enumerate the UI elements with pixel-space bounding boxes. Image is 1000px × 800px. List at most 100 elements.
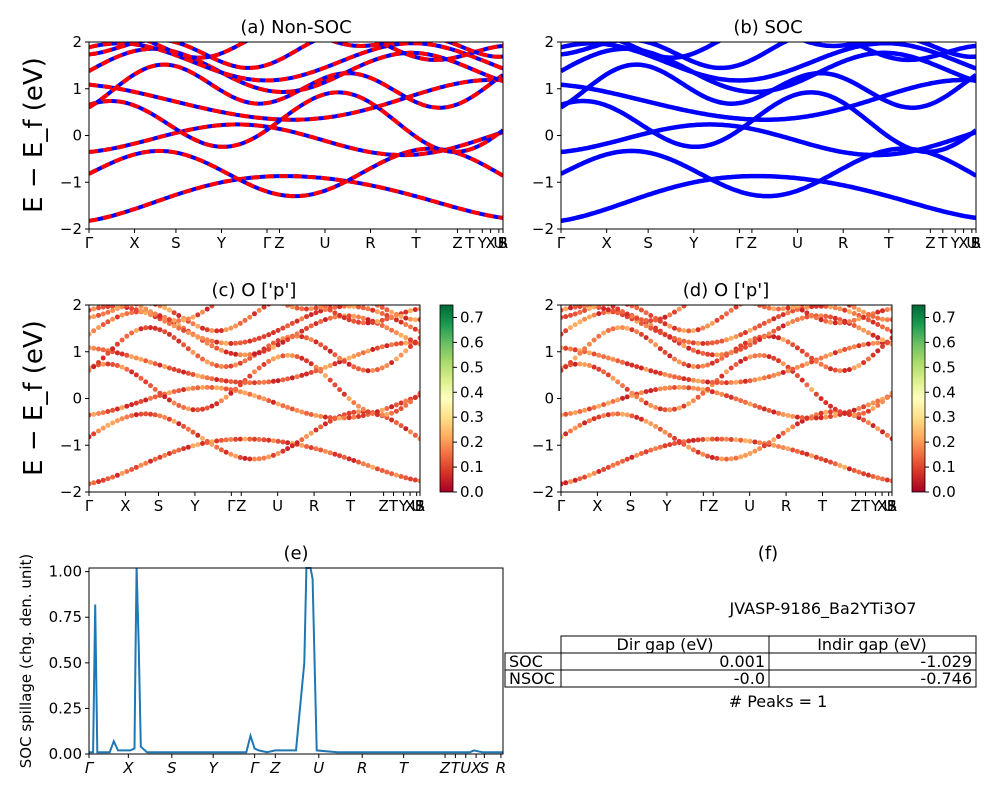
band-point — [620, 325, 625, 331]
band-point — [776, 434, 781, 439]
band-point — [657, 386, 663, 392]
band-point — [875, 340, 881, 346]
table-row-nsoc-dir: -0.0 — [734, 669, 765, 688]
band-point — [247, 355, 253, 361]
band-point — [648, 447, 654, 453]
band-point — [856, 316, 862, 322]
band-point — [346, 317, 352, 323]
band-point — [214, 385, 220, 391]
band-point — [856, 307, 862, 313]
band-point — [285, 446, 291, 452]
band-point — [657, 330, 663, 336]
band-point — [110, 308, 116, 313]
band-point — [790, 342, 796, 348]
band-point — [233, 436, 239, 442]
band-point — [818, 355, 824, 361]
panel-f-title: (f) — [758, 543, 778, 564]
band-point — [738, 358, 744, 364]
x-tick-label: S — [415, 497, 425, 515]
band-point — [393, 402, 399, 408]
band-point — [648, 313, 654, 318]
band-point — [308, 412, 314, 417]
band-point — [667, 385, 673, 391]
band-point — [572, 311, 578, 317]
band-point — [417, 328, 420, 334]
band-point — [417, 306, 420, 312]
band-point — [247, 373, 253, 379]
band-point — [586, 341, 592, 347]
band-point — [162, 315, 168, 321]
band-point — [285, 323, 291, 329]
band-point — [110, 346, 116, 352]
band-point — [351, 305, 357, 309]
band-point — [351, 409, 357, 415]
band-point — [799, 450, 805, 456]
band-point — [572, 477, 578, 483]
band-point — [389, 410, 395, 416]
band-point — [799, 415, 805, 421]
band-point — [280, 339, 286, 345]
band-point — [771, 437, 777, 443]
colorbar — [439, 304, 454, 493]
band-point — [667, 432, 673, 438]
colorbar-tick-label: 0.5 — [932, 358, 956, 376]
band-point — [204, 337, 210, 343]
band-point — [100, 355, 106, 361]
x-tick-label: U — [460, 759, 471, 777]
band-point — [587, 296, 592, 301]
band-point — [742, 330, 748, 336]
y-tick-label: 1 — [544, 343, 554, 361]
band-point — [195, 432, 201, 438]
band-point — [757, 404, 763, 410]
x-tick-label: Γ — [699, 497, 708, 515]
band-point — [752, 325, 758, 331]
band-point — [129, 306, 135, 311]
band-point — [133, 412, 139, 418]
colorbar-tick-label: 0.7 — [460, 308, 484, 326]
band-point — [686, 339, 692, 345]
band-point — [318, 342, 324, 348]
band-point — [228, 350, 234, 356]
band-point — [643, 318, 649, 323]
band-point — [870, 340, 876, 346]
band-point — [700, 387, 706, 393]
band-point — [181, 369, 187, 375]
band-point — [110, 316, 116, 322]
band-point — [209, 441, 215, 447]
band-point — [398, 340, 404, 346]
band-point — [157, 327, 163, 333]
band-point — [223, 378, 229, 384]
panel-a-title: (a) Non-SOC — [240, 17, 351, 38]
band-point — [700, 363, 706, 369]
band-point — [761, 353, 767, 359]
band-point — [880, 337, 885, 343]
band-point — [747, 354, 753, 360]
band-point — [719, 355, 725, 361]
x-tick-label: X — [877, 497, 887, 515]
band-point — [370, 307, 376, 313]
band-point — [114, 350, 120, 356]
band-point — [101, 296, 106, 301]
band-point — [129, 299, 134, 304]
x-tick-label: R — [415, 497, 425, 515]
band-point — [247, 380, 253, 386]
band-point — [832, 413, 838, 419]
band-point — [318, 424, 324, 430]
band-point — [337, 387, 343, 393]
band-point — [96, 428, 101, 434]
colorbar-tick-label: 0.5 — [460, 358, 484, 376]
band-point — [695, 378, 701, 384]
band-point — [809, 305, 815, 310]
band-point — [138, 305, 144, 309]
band-point — [809, 453, 815, 459]
band-point — [233, 323, 239, 329]
band-point — [620, 359, 625, 365]
band-point — [138, 462, 144, 468]
band-point — [728, 380, 734, 385]
band-point — [771, 334, 777, 340]
band-point — [266, 305, 272, 307]
band-point — [615, 358, 621, 364]
band-point — [91, 345, 97, 351]
band-point — [384, 411, 390, 417]
